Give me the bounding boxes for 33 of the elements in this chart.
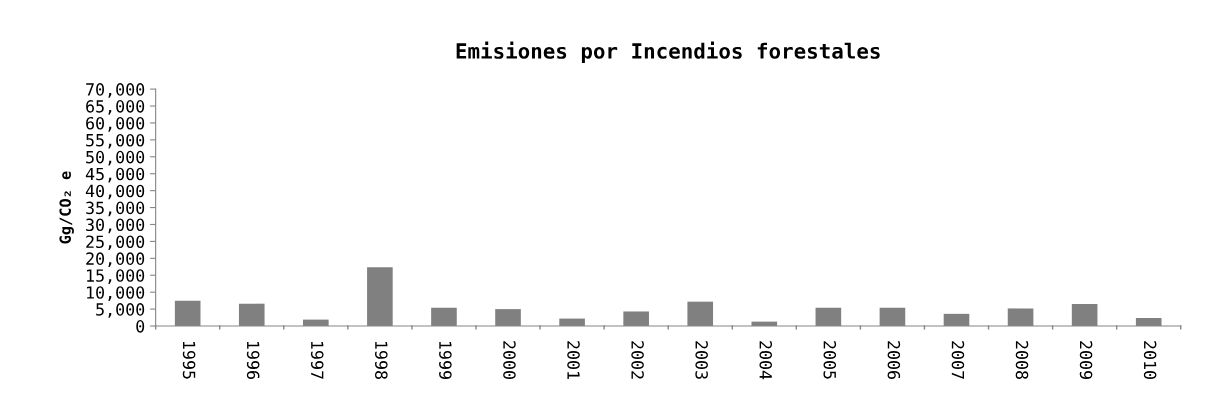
y-tick-label: 55,000	[86, 133, 145, 149]
x-tick-label: 1999	[439, 341, 452, 379]
y-tick-label: 30,000	[86, 218, 145, 234]
y-tick-label: 50,000	[86, 150, 145, 166]
x-tick-label: 2000	[503, 341, 516, 379]
x-tick-label: 1995	[182, 341, 196, 379]
y-tick-label: 40,000	[85, 184, 145, 200]
x-tick-label: 2002	[631, 341, 644, 379]
x-tick-label: 2004	[759, 341, 773, 380]
x-tick-label: 2008	[1015, 341, 1029, 379]
y-tick-label: 70,000	[86, 83, 145, 98]
x-tick-label: 2003	[695, 341, 708, 379]
x-tick-label: 2010	[1143, 341, 1157, 379]
y-tick-label: 60,000	[86, 116, 145, 132]
x-tick-label: 2006	[887, 341, 901, 379]
x-tick-label: 1997	[310, 341, 324, 379]
y-tick-label: 0	[136, 320, 145, 333]
y-tick-label: 25,000	[86, 235, 145, 251]
chart-title: Emisiones por Incendios forestales	[456, 41, 880, 63]
x-tick-label: 1998	[375, 341, 388, 379]
y-tick-label: 15,000	[87, 269, 145, 284]
y-tick-label: 20,000	[86, 252, 145, 268]
y-tick-label: 35,000	[86, 201, 145, 217]
y-axis-title: Gg/CO₂ e	[59, 171, 74, 244]
x-tick-label: 2005	[823, 341, 837, 379]
y-tick-label: 10,000	[87, 286, 145, 301]
x-tick-label: 2007	[951, 341, 965, 379]
x-tick-label: 1996	[246, 341, 260, 379]
x-tick-label: 2001	[567, 341, 580, 379]
y-tick-label: 45,000	[85, 167, 145, 183]
y-tick-label: 65,000	[86, 100, 145, 115]
y-tick-label: 5,000	[96, 303, 145, 318]
x-tick-label: 2009	[1079, 341, 1093, 379]
